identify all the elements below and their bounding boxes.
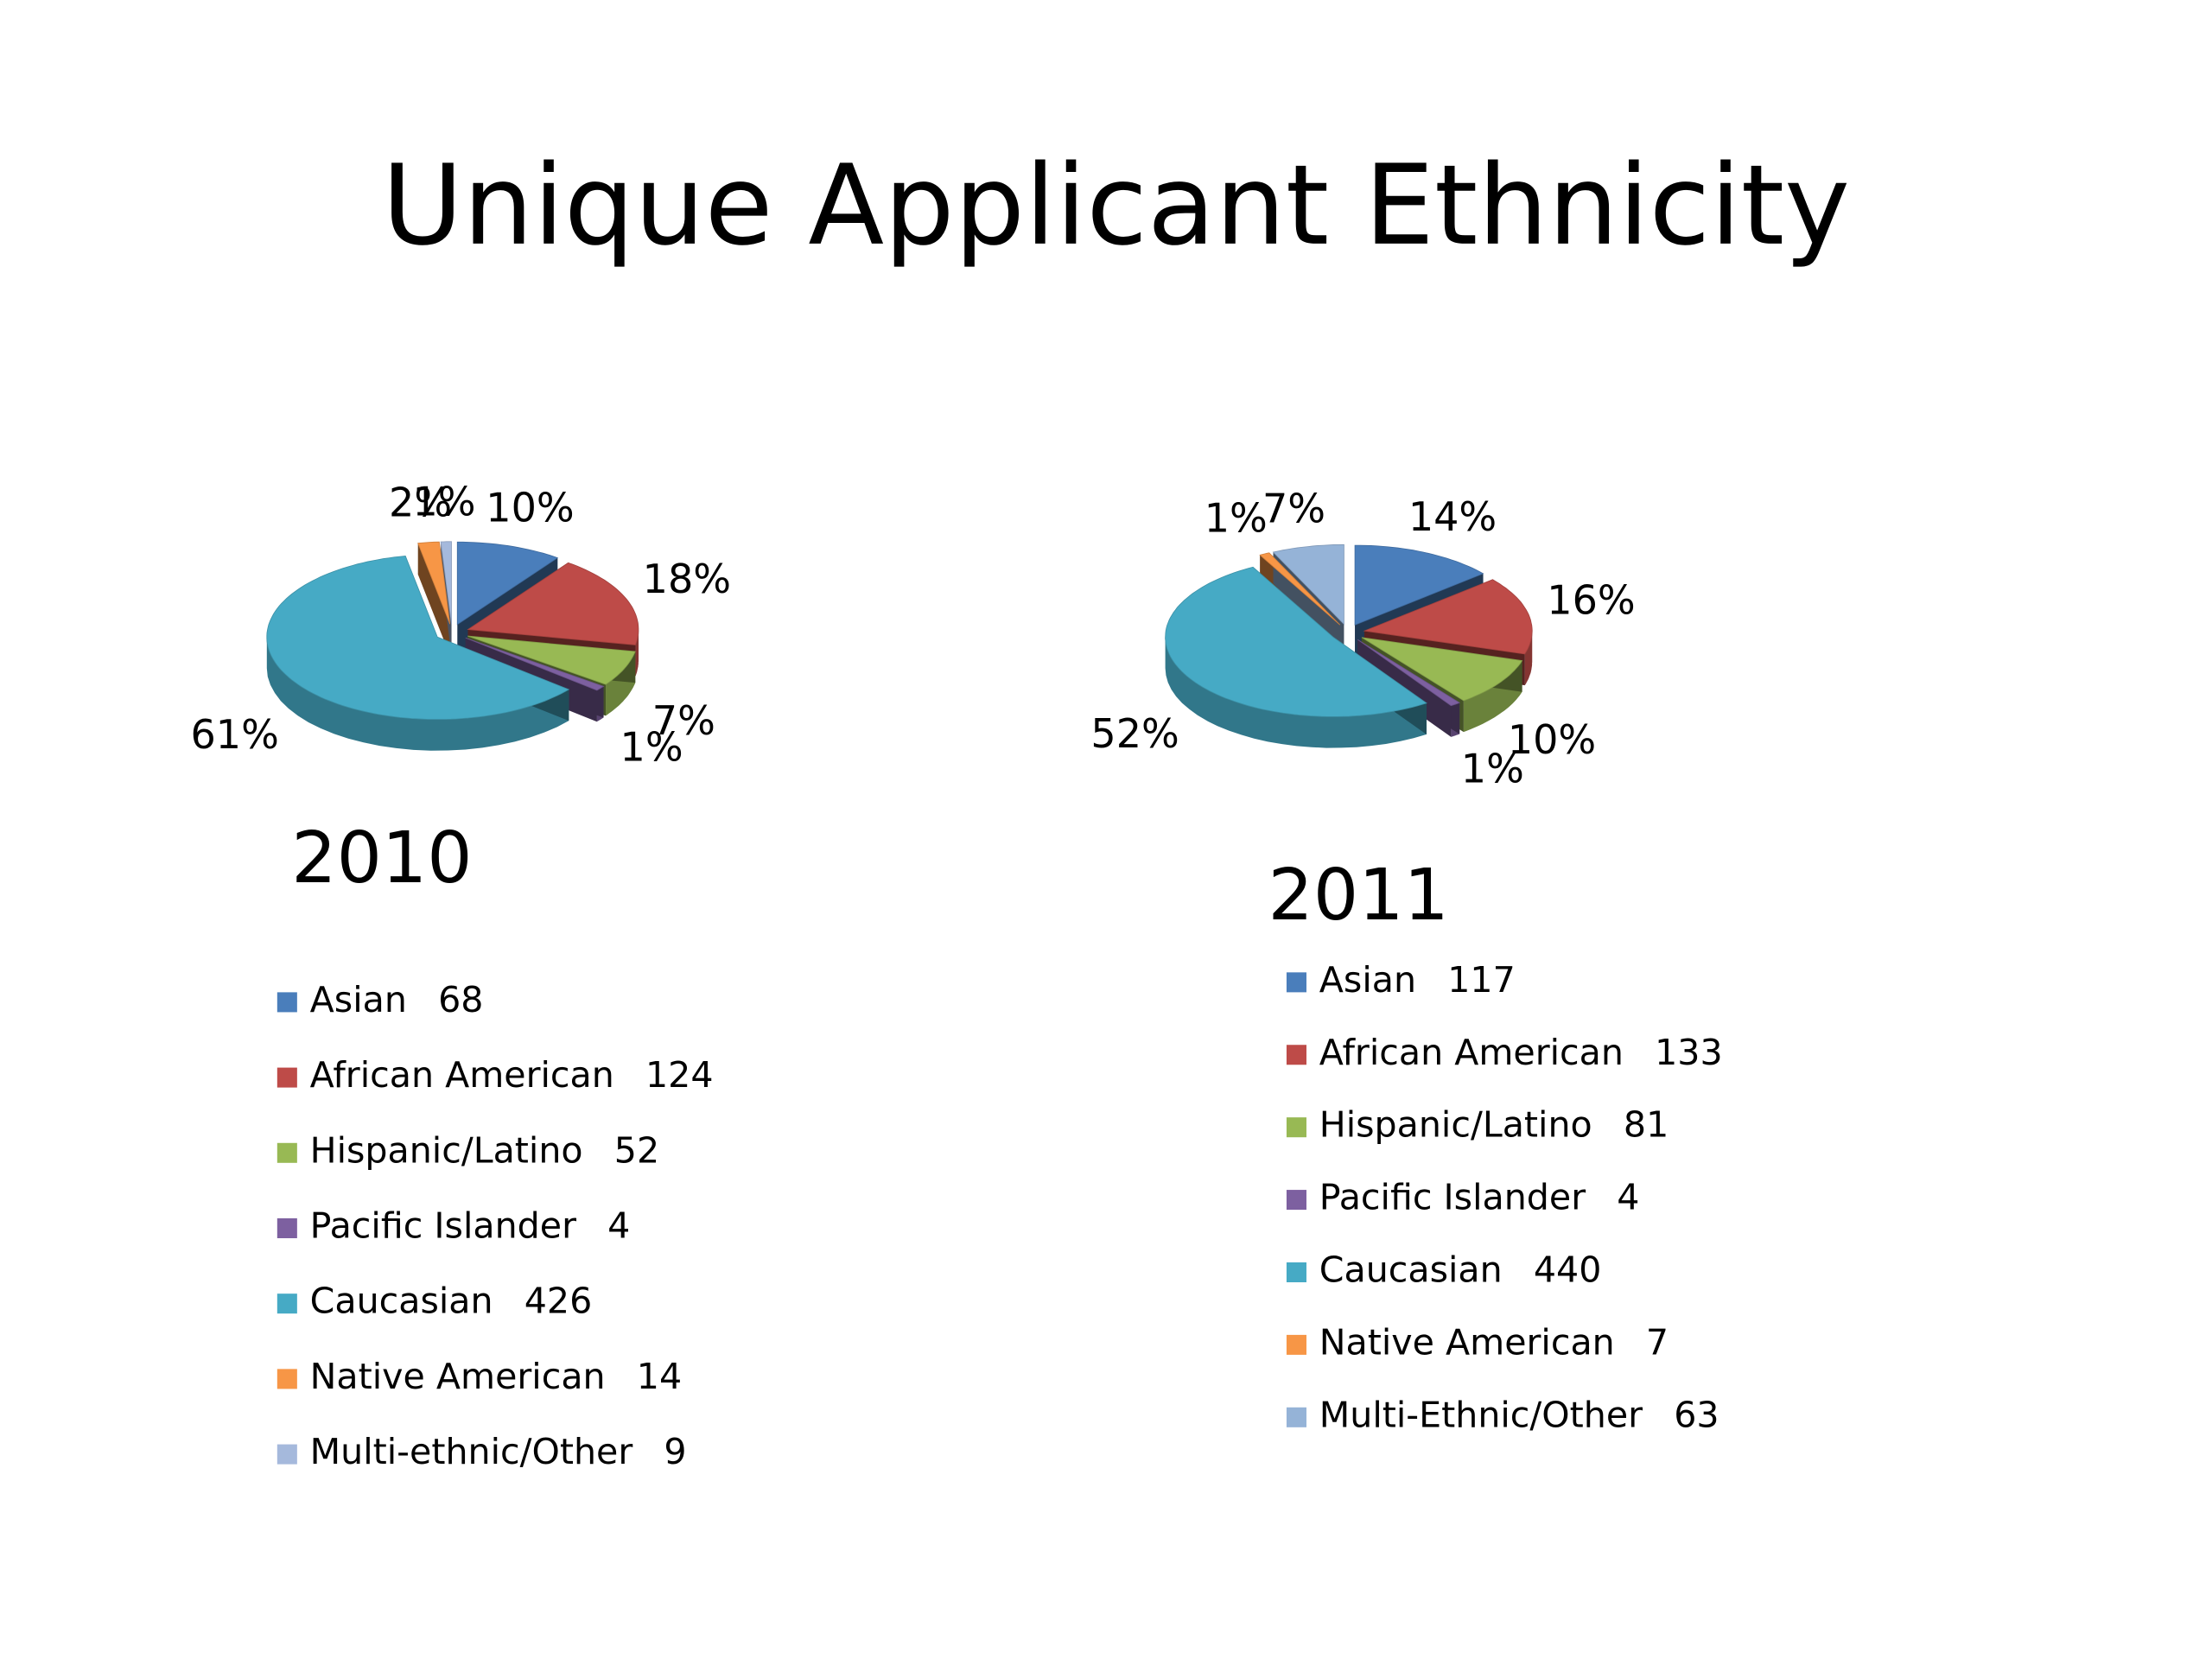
legend-label: Pacific Islander bbox=[310, 1205, 576, 1246]
legend-count: 9 bbox=[664, 1431, 686, 1472]
chart-title: 2010 bbox=[291, 817, 472, 899]
legend-swatch bbox=[276, 1369, 297, 1389]
data-label: 7% bbox=[652, 697, 715, 744]
legend-label: Hispanic/Latino bbox=[310, 1129, 583, 1171]
pie-slice bbox=[1259, 552, 1341, 626]
data-label: 18% bbox=[643, 556, 731, 602]
pie-slice bbox=[1165, 566, 1427, 717]
data-label: 1% bbox=[1205, 495, 1268, 542]
legend-swatch bbox=[1286, 1045, 1306, 1065]
pie-slice bbox=[467, 562, 639, 645]
data-label: 16% bbox=[1547, 577, 1635, 624]
data-label: 1% bbox=[620, 724, 683, 771]
legend-count: 4 bbox=[607, 1205, 630, 1246]
data-label: 1% bbox=[1461, 745, 1524, 791]
legend-count: 426 bbox=[524, 1281, 593, 1322]
legend-count: 124 bbox=[645, 1054, 714, 1096]
pie-slice bbox=[1354, 544, 1484, 626]
legend-count: 68 bbox=[438, 979, 483, 1020]
legend-swatch bbox=[1286, 1117, 1306, 1138]
pie-slice-side bbox=[635, 629, 639, 677]
legend-label: Native American bbox=[1319, 1321, 1615, 1363]
legend-label: Hispanic/Latino bbox=[1319, 1104, 1592, 1146]
legend-label: Asian bbox=[310, 979, 407, 1020]
pie-slice bbox=[1363, 579, 1533, 655]
chart-title: 2011 bbox=[1268, 855, 1449, 937]
data-label: 2% bbox=[389, 480, 452, 526]
legend-swatch bbox=[1286, 972, 1306, 993]
legend-swatch bbox=[276, 1294, 297, 1314]
pie-labels: 14%16%10%1%52%1%7% bbox=[1090, 485, 1635, 791]
legend-swatch bbox=[276, 1067, 297, 1088]
legend-swatch bbox=[1286, 1262, 1306, 1283]
legend-swatch bbox=[276, 1444, 297, 1465]
legend-label: Caucasian bbox=[310, 1281, 493, 1322]
legend-count: 81 bbox=[1624, 1104, 1669, 1146]
legend-label: Asian bbox=[1319, 959, 1416, 1001]
legend-count: 133 bbox=[1655, 1032, 1722, 1073]
legend-count: 4 bbox=[1617, 1177, 1639, 1218]
legend-swatch bbox=[276, 992, 297, 1013]
pie-slice bbox=[1357, 639, 1461, 707]
legend-count: 14 bbox=[637, 1356, 682, 1397]
pie-labels: 10%18%7%1%61%2%1% bbox=[191, 479, 732, 771]
pie-slice bbox=[465, 637, 605, 691]
legend-label: African American bbox=[1319, 1032, 1624, 1073]
data-label: 61% bbox=[191, 711, 279, 758]
pie-slice-side bbox=[266, 637, 569, 751]
legend-count: 63 bbox=[1674, 1394, 1719, 1435]
pie-slice bbox=[417, 541, 451, 625]
legend-swatch bbox=[1286, 1407, 1306, 1427]
pie-slice bbox=[1272, 543, 1344, 626]
pie-slice bbox=[456, 541, 559, 626]
legend-swatch bbox=[276, 1217, 297, 1239]
pie-slice-face bbox=[417, 543, 450, 656]
legend-swatch bbox=[1286, 1190, 1306, 1211]
pie-slice bbox=[440, 541, 452, 625]
legend-label: African American bbox=[310, 1054, 614, 1096]
data-label: 52% bbox=[1090, 710, 1179, 757]
pie-tops bbox=[266, 541, 639, 720]
pie-slice-side bbox=[1165, 637, 1427, 748]
pie-slice-side bbox=[1524, 631, 1533, 686]
legend-label: Caucasian bbox=[1319, 1249, 1503, 1290]
legend-swatch bbox=[276, 1142, 297, 1163]
legend-label: Multi-ethnic/Other bbox=[310, 1431, 633, 1472]
slide-title: Unique Applicant Ethnicity bbox=[382, 142, 1850, 270]
pie-tops bbox=[1165, 543, 1533, 717]
legend-count: 440 bbox=[1534, 1249, 1602, 1290]
legend-count: 7 bbox=[1646, 1321, 1669, 1363]
legend-count: 52 bbox=[614, 1129, 659, 1171]
data-label: 10% bbox=[1508, 716, 1596, 763]
data-label: 14% bbox=[1408, 493, 1497, 540]
pie-slice bbox=[266, 556, 570, 720]
data-label: 1% bbox=[412, 479, 475, 525]
data-label: 7% bbox=[1262, 485, 1325, 531]
data-label: 10% bbox=[486, 484, 574, 531]
legend-count: 117 bbox=[1447, 959, 1515, 1001]
legend-label: Multi-Ethnic/Other bbox=[1319, 1394, 1643, 1435]
legend-label: Pacific Islander bbox=[1319, 1177, 1586, 1218]
pie-slice bbox=[467, 635, 636, 685]
legend-label: Native American bbox=[310, 1356, 606, 1397]
pie-slice bbox=[1361, 637, 1523, 702]
legend-swatch bbox=[1286, 1334, 1306, 1355]
